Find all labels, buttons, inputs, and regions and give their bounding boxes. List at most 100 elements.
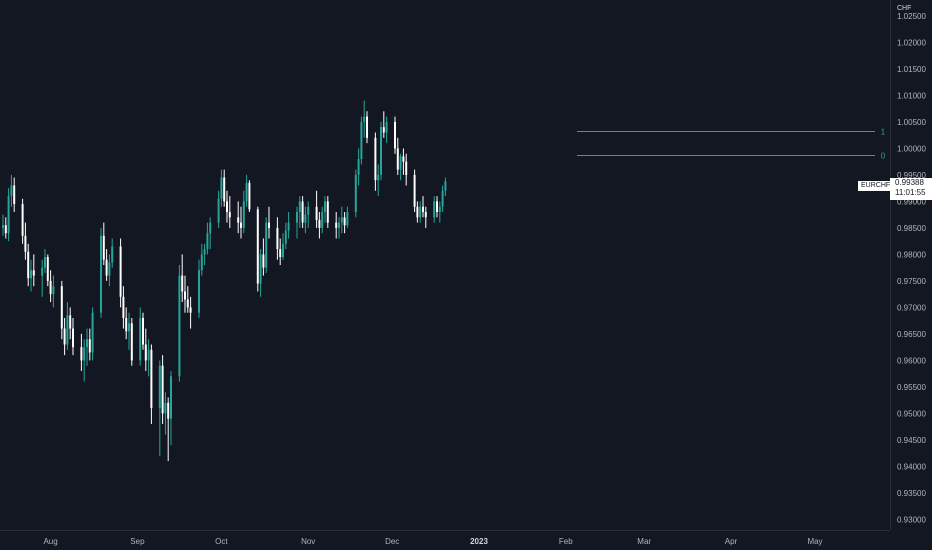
candle-body [203, 249, 206, 255]
x-tick-label: May [807, 537, 822, 546]
candle-body [66, 315, 69, 345]
y-tick-label: 0.99500 [897, 171, 926, 180]
candle-body [209, 222, 212, 234]
candle-body [433, 201, 436, 218]
candle-body [13, 185, 16, 205]
y-tick-label: 0.94500 [897, 436, 926, 445]
candle-body [402, 156, 405, 162]
candle-body [287, 222, 290, 231]
candle-body [399, 156, 402, 170]
candle-body [189, 307, 192, 313]
candle-body [105, 259, 108, 276]
candle-body [296, 212, 298, 223]
candle-body [223, 177, 226, 202]
candle-body [422, 206, 424, 212]
candle-body [130, 323, 133, 361]
y-tick-label: 1.00500 [897, 118, 926, 127]
candle-body [184, 291, 186, 300]
candle-body [72, 328, 74, 348]
candle-body [265, 222, 268, 268]
candle-body [32, 270, 35, 276]
candle-body [10, 185, 13, 197]
candle-body [360, 121, 363, 159]
candle-body [7, 196, 10, 234]
candle-body [304, 214, 307, 223]
candle-body [30, 270, 32, 279]
candle-body [424, 212, 427, 218]
candle-body [318, 219, 321, 228]
candle-body [158, 365, 161, 409]
x-tick-label: Aug [43, 537, 57, 546]
candle-body [276, 227, 279, 250]
time-axis[interactable]: Aug Sep Oct Nov Dec 2023 Feb Mar Apr May [43, 537, 822, 546]
candle-body [256, 209, 259, 284]
candle-body [324, 201, 326, 212]
candle-body [206, 233, 209, 250]
y-tick-label: 0.93000 [897, 515, 926, 524]
candle-body [335, 222, 338, 228]
y-tick-label: 0.95000 [897, 409, 926, 418]
candle-body [228, 212, 231, 218]
candle-body [248, 182, 251, 210]
candle-body [242, 201, 245, 228]
candle-body [125, 318, 128, 332]
candle-body [315, 206, 318, 220]
candle-body [413, 174, 416, 207]
candle-body [178, 275, 181, 377]
x-tick-label: Feb [559, 537, 573, 546]
candle-body [83, 347, 86, 361]
candle-body [357, 159, 360, 175]
candle-body [164, 402, 167, 414]
currency-label: CHF [897, 5, 912, 12]
candle-body [60, 286, 63, 329]
candle-body [363, 116, 366, 122]
last-price-value: 0.99388 [895, 178, 924, 187]
x-tick-label: Sep [130, 537, 145, 546]
candle-body [298, 201, 301, 212]
candle-body [374, 137, 377, 181]
candle-series [2, 100, 447, 462]
level-label: 0 [881, 152, 886, 161]
candle-body [220, 177, 223, 199]
candle-body [382, 127, 385, 133]
y-tick-label: 1.02000 [897, 38, 926, 47]
price-axis[interactable]: 1.02500 1.02000 1.01500 1.01000 1.00500 1.000… [897, 12, 926, 525]
candle-body [385, 121, 388, 133]
candle-body [301, 201, 304, 223]
y-tick-label: 0.93500 [897, 489, 926, 498]
candle-body [88, 339, 91, 353]
candle-body [80, 347, 83, 361]
candle-body [226, 201, 228, 212]
candle-body [186, 299, 189, 308]
candle-body [4, 225, 7, 234]
candle-body [41, 267, 44, 276]
candle-body [49, 280, 52, 295]
y-tick-label: 0.98500 [897, 224, 926, 233]
y-tick-label: 1.00000 [897, 144, 926, 153]
candle-body [405, 161, 408, 175]
candle-body [200, 254, 203, 271]
y-tick-label: 0.96000 [897, 356, 926, 365]
candle-body [217, 198, 220, 223]
candle-body [198, 270, 200, 313]
candle-body [46, 257, 49, 281]
candle-body [27, 251, 30, 279]
y-tick-label: 0.97000 [897, 303, 926, 312]
y-tick-label: 1.01500 [897, 65, 926, 74]
candle-body [150, 349, 153, 409]
y-tick-label: 0.98000 [897, 250, 926, 259]
candle-body [338, 222, 340, 228]
candle-body [142, 318, 144, 345]
candle-body [436, 201, 438, 212]
level-label: 1 [881, 128, 886, 137]
y-tick-label: 0.99000 [897, 197, 926, 206]
y-tick-label: 0.96500 [897, 330, 926, 339]
candle-body [108, 262, 111, 276]
candle-body [438, 206, 441, 212]
candle-body [396, 148, 399, 170]
candle-body [377, 174, 380, 181]
candle-body [326, 201, 329, 223]
candle-body [245, 182, 248, 202]
